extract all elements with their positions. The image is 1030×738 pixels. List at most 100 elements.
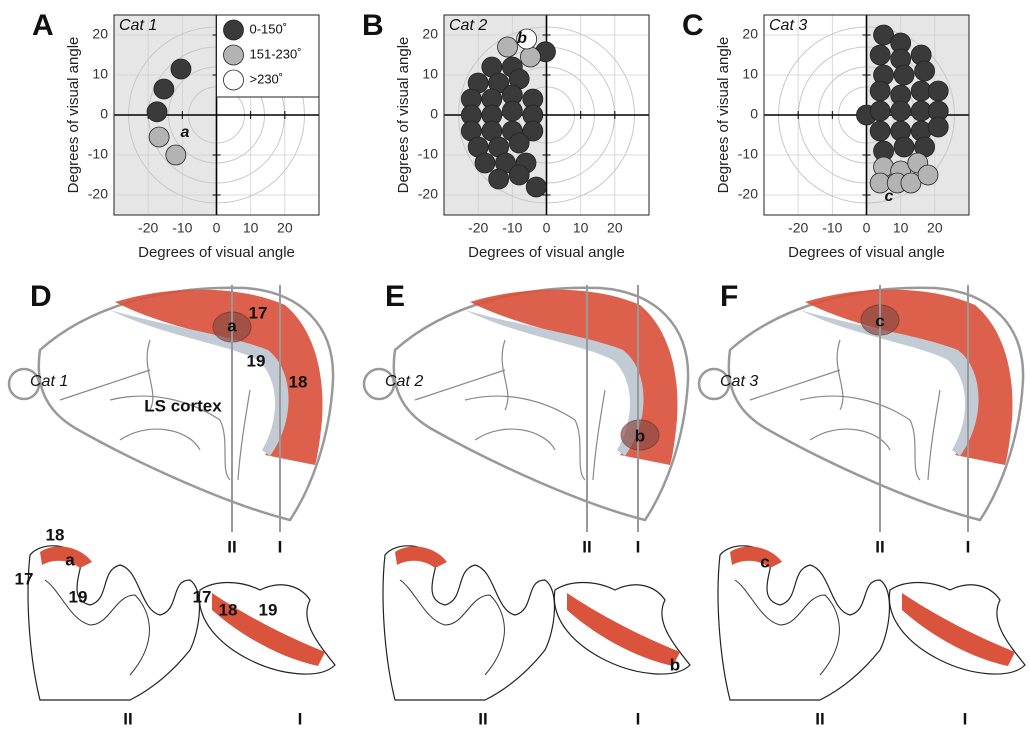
y-tick-label: 20 <box>92 26 108 42</box>
section-line-label: II <box>478 709 487 728</box>
y-tick-label: 20 <box>422 26 438 42</box>
data-point <box>508 164 530 186</box>
data-point <box>873 24 894 46</box>
section-line-label: II <box>815 709 824 728</box>
legend-marker <box>223 19 244 41</box>
ear <box>362 367 396 401</box>
x-tick-label: 0 <box>213 220 221 236</box>
section-label-right-region <box>902 593 1015 666</box>
x-tick-label: 0 <box>543 220 551 236</box>
y-tick-label: -10 <box>418 146 438 162</box>
scatter-panel: -20 -10 0 10 20 -20 -10 0 10 20 Cat 3 C Degrees of v… <box>682 9 970 261</box>
plot-frame <box>443 14 650 216</box>
y-tick-label: 10 <box>92 66 108 82</box>
data-point <box>501 100 523 122</box>
visual-cortex <box>115 289 323 465</box>
cat-label: Cat 2 <box>385 373 423 390</box>
panel-letter: B <box>362 9 384 42</box>
sulcus <box>927 389 941 481</box>
section-label-left-region <box>395 546 447 568</box>
y-axis-label: Degrees of visual angle <box>715 37 732 194</box>
section-line-label: II <box>227 537 236 556</box>
data-point <box>890 100 912 122</box>
sulcus <box>119 428 201 451</box>
sulcus <box>749 369 841 401</box>
section-label: 18 <box>219 600 238 619</box>
brain-label: b <box>635 426 645 445</box>
legend-marker <box>223 69 244 91</box>
y-tick-label: 20 <box>742 26 758 42</box>
brain-label: LS cortex <box>144 396 222 415</box>
scatter-panel: -20 -10 0 10 20 -20 -10 0 10 20 Cat 1 A Degrees of v… <box>32 9 320 261</box>
x-tick-label: -10 <box>172 220 192 236</box>
panel-title: Cat 2 <box>449 17 487 34</box>
panel-letter: D <box>30 280 52 313</box>
data-point <box>497 36 518 58</box>
x-tick-label: -20 <box>138 220 158 236</box>
sulcus <box>237 389 251 481</box>
section-label: c <box>760 552 769 571</box>
y-tick-label: 10 <box>742 66 758 82</box>
section-label-right-region <box>567 593 680 666</box>
panel-letter: E <box>385 280 405 313</box>
data-point <box>170 58 192 80</box>
x-tick-label: 10 <box>573 220 589 236</box>
section-label: a <box>65 550 75 569</box>
data-point <box>516 28 538 50</box>
data-point <box>869 100 891 122</box>
y-tick-label: 0 <box>430 106 438 122</box>
data-point <box>927 116 949 138</box>
data-point <box>153 78 175 100</box>
data-point <box>869 120 891 142</box>
section-left <box>717 545 891 701</box>
y-tick-label: 10 <box>422 66 438 82</box>
data-point <box>525 176 547 198</box>
sulcus <box>474 428 556 451</box>
x-tick-label: -10 <box>822 220 842 236</box>
section-line-label: I <box>963 709 968 728</box>
section-line-label: I <box>966 537 971 556</box>
x-tick-label: 20 <box>607 220 623 236</box>
section-left-inner <box>399 579 505 676</box>
y-tick-label: -20 <box>738 186 758 202</box>
data-point <box>893 64 915 86</box>
data-point <box>148 126 170 148</box>
x-axis-label: Degrees of visual angle <box>788 244 945 261</box>
section-label-left-region <box>40 546 92 568</box>
area-19 <box>465 310 644 456</box>
annotation: b <box>517 30 527 47</box>
data-point <box>927 80 949 102</box>
sulcus <box>501 339 509 411</box>
legend-label: 0-150˚ <box>250 21 288 36</box>
ear <box>7 367 41 401</box>
section-line-label: I <box>298 709 303 728</box>
section-label: 18 <box>46 525 65 544</box>
x-tick-label: 20 <box>277 220 293 236</box>
panel-title: Cat 3 <box>769 17 807 34</box>
data-point <box>474 152 496 174</box>
annotation: c <box>885 188 894 205</box>
x-tick-label: -20 <box>788 220 808 236</box>
y-tick-label: -10 <box>88 146 108 162</box>
panel-letter: C <box>682 9 704 42</box>
sulcus <box>592 389 606 481</box>
sulcus <box>109 395 231 481</box>
visual-cortex <box>805 289 1013 465</box>
area-19 <box>110 310 289 456</box>
section-label-right-region <box>212 593 325 666</box>
sulcus <box>414 369 506 401</box>
data-point <box>520 46 541 68</box>
data-point <box>522 120 544 142</box>
y-tick-label: 0 <box>100 106 108 122</box>
data-point <box>917 164 939 186</box>
y-tick-label: -10 <box>738 146 758 162</box>
visual-cortex <box>470 289 678 465</box>
section-left-inner <box>44 579 150 676</box>
section-label-left-region <box>730 546 782 568</box>
brain-label: a <box>227 316 237 335</box>
section-label: 19 <box>69 587 88 606</box>
y-axis-label: Degrees of visual angle <box>65 37 82 194</box>
